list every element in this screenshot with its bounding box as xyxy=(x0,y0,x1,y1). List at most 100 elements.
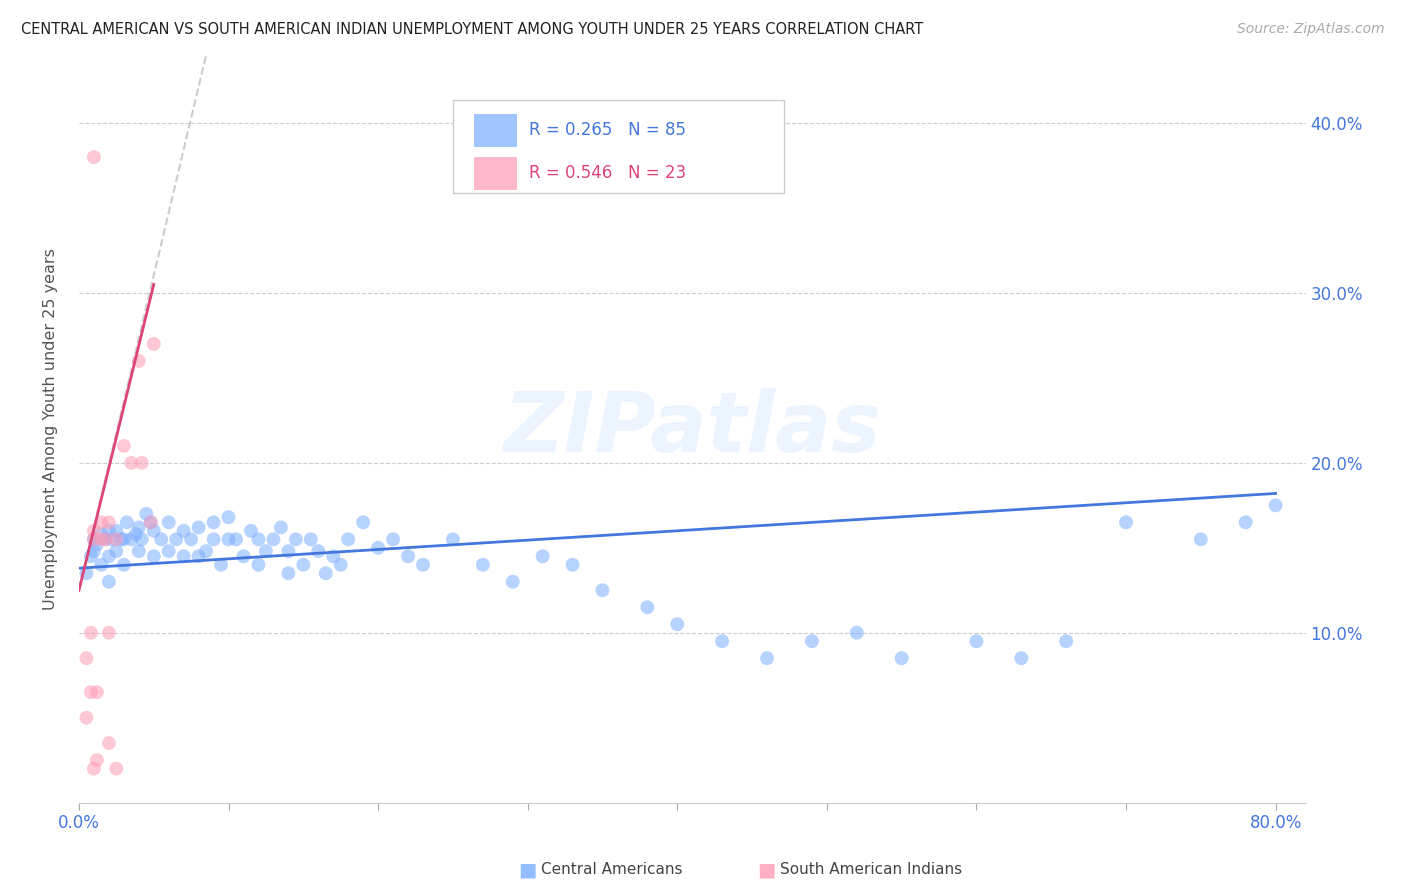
Point xyxy=(195,544,218,558)
Point xyxy=(277,566,299,581)
Point xyxy=(1234,516,1257,530)
Point xyxy=(135,507,157,521)
Point xyxy=(120,456,142,470)
Point xyxy=(112,439,135,453)
Y-axis label: Unemployment Among Youth under 25 years: Unemployment Among Youth under 25 years xyxy=(44,248,58,610)
Point xyxy=(86,685,108,699)
Point xyxy=(382,533,405,547)
Point xyxy=(666,617,689,632)
Point xyxy=(94,533,117,547)
Text: ■: ■ xyxy=(517,860,537,880)
Point xyxy=(396,549,419,564)
Point xyxy=(173,549,195,564)
Point xyxy=(441,533,464,547)
Point xyxy=(131,456,153,470)
Point xyxy=(292,558,315,572)
Point xyxy=(329,558,352,572)
Point xyxy=(112,533,135,547)
Point xyxy=(80,685,103,699)
Point xyxy=(180,533,202,547)
Point xyxy=(97,625,120,640)
Point xyxy=(97,549,120,564)
Point xyxy=(471,558,494,572)
Point xyxy=(800,634,823,648)
Point xyxy=(139,516,162,530)
Point xyxy=(128,544,150,558)
Point xyxy=(80,549,103,564)
Point xyxy=(101,533,124,547)
Point xyxy=(756,651,779,665)
Point xyxy=(90,527,112,541)
Point xyxy=(110,533,132,547)
Point xyxy=(75,566,97,581)
Point xyxy=(120,533,142,547)
Point xyxy=(105,762,128,776)
Point xyxy=(142,337,165,351)
Point xyxy=(150,533,173,547)
Point xyxy=(97,524,120,538)
Point xyxy=(105,544,128,558)
Point xyxy=(890,651,912,665)
Point xyxy=(218,510,240,524)
Point xyxy=(173,524,195,538)
Bar xyxy=(474,156,517,190)
Point xyxy=(202,516,225,530)
Text: Central Americans: Central Americans xyxy=(541,863,683,877)
Text: R = 0.546   N = 23: R = 0.546 N = 23 xyxy=(529,164,686,182)
Point xyxy=(86,753,108,767)
Point xyxy=(240,524,263,538)
Point xyxy=(531,549,554,564)
Point xyxy=(83,533,105,547)
Point xyxy=(232,549,254,564)
Point xyxy=(97,736,120,750)
Point xyxy=(561,558,583,572)
Point xyxy=(86,537,108,551)
Point xyxy=(139,516,162,530)
Point xyxy=(247,558,270,572)
Point xyxy=(128,520,150,534)
Point xyxy=(83,533,105,547)
Point xyxy=(225,533,247,547)
Point xyxy=(262,533,284,547)
Point xyxy=(209,558,232,572)
Point xyxy=(157,516,180,530)
Point xyxy=(97,516,120,530)
Point xyxy=(83,524,105,538)
Point xyxy=(412,558,434,572)
Point xyxy=(307,544,329,558)
Point xyxy=(315,566,337,581)
Text: ZIPatlas: ZIPatlas xyxy=(503,388,882,469)
Text: CENTRAL AMERICAN VS SOUTH AMERICAN INDIAN UNEMPLOYMENT AMONG YOUTH UNDER 25 YEAR: CENTRAL AMERICAN VS SOUTH AMERICAN INDIA… xyxy=(21,22,924,37)
Point xyxy=(367,541,389,555)
Point xyxy=(1189,533,1212,547)
Point xyxy=(711,634,734,648)
Point xyxy=(254,544,277,558)
Point xyxy=(1054,634,1077,648)
Point xyxy=(75,711,97,725)
Point xyxy=(125,527,148,541)
Point xyxy=(75,651,97,665)
Point xyxy=(83,150,105,164)
Point xyxy=(502,574,524,589)
Point xyxy=(112,558,135,572)
Point xyxy=(83,544,105,558)
Point xyxy=(97,574,120,589)
Point xyxy=(90,558,112,572)
Point xyxy=(284,533,307,547)
Point xyxy=(1115,516,1137,530)
Point xyxy=(845,625,868,640)
Point xyxy=(142,549,165,564)
Point xyxy=(187,520,209,534)
Point xyxy=(592,583,614,598)
Point xyxy=(83,762,105,776)
Point xyxy=(187,549,209,564)
Point xyxy=(202,533,225,547)
Text: South American Indians: South American Indians xyxy=(780,863,963,877)
Point xyxy=(277,544,299,558)
Point xyxy=(165,533,187,547)
Point xyxy=(142,524,165,538)
Text: Source: ZipAtlas.com: Source: ZipAtlas.com xyxy=(1237,22,1385,37)
Point xyxy=(94,533,117,547)
Point xyxy=(270,520,292,534)
Point xyxy=(322,549,344,564)
